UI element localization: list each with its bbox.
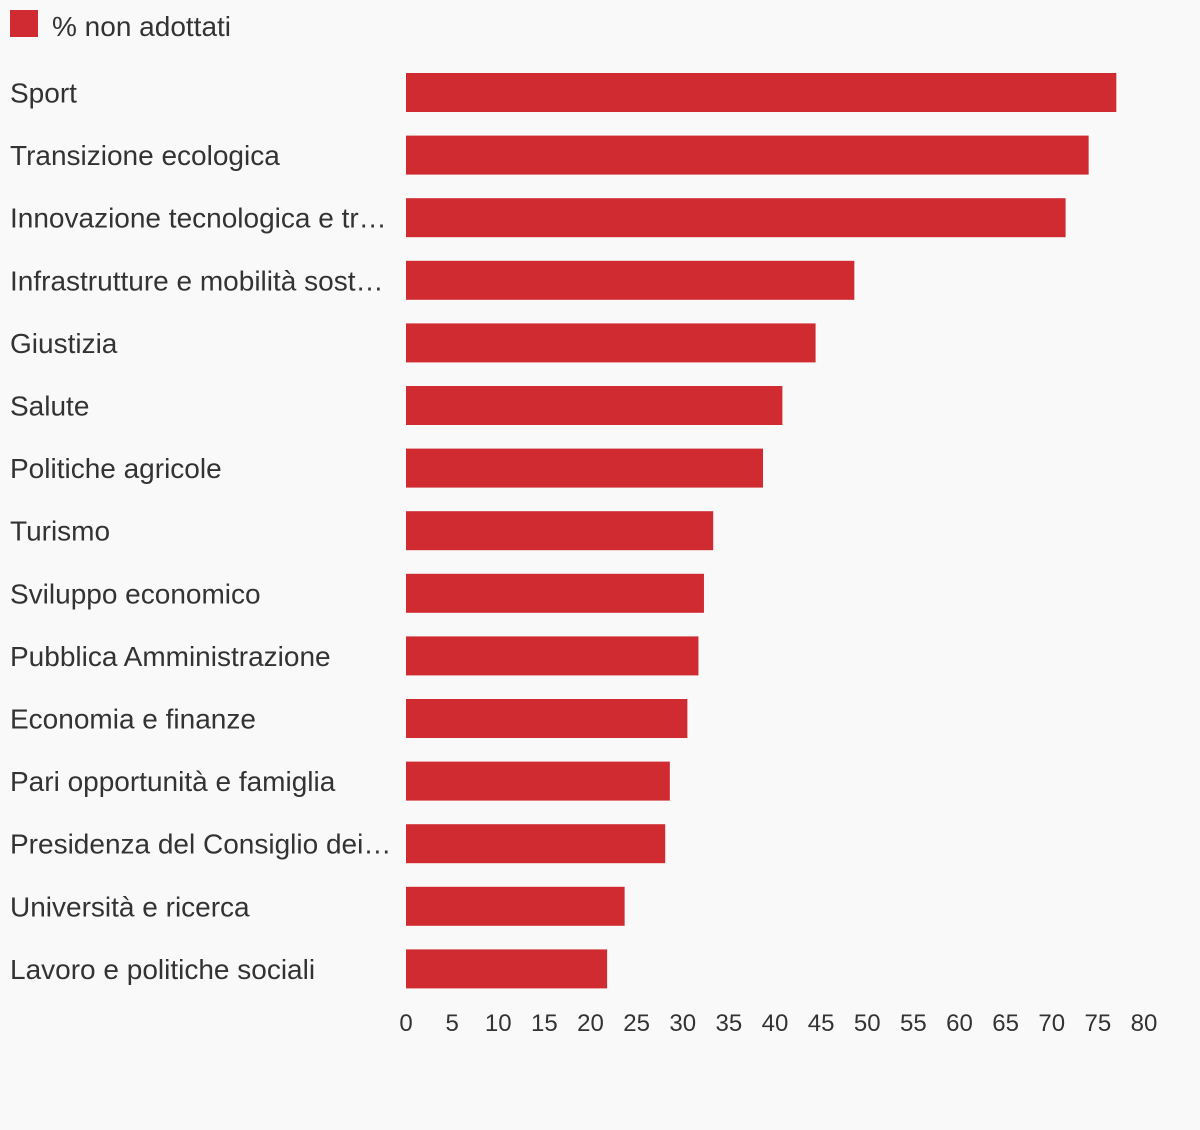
category-label: Pari opportunità e famiglia xyxy=(10,766,336,797)
category-label: Pubblica Amministrazione xyxy=(10,641,331,672)
legend-label: % non adottati xyxy=(52,11,231,42)
x-axis: 0 5 10 15 20 25 30 35 40 45 50 55 60 65 70 75 80 xyxy=(399,1010,1157,1037)
bar xyxy=(406,323,816,363)
bar xyxy=(406,949,608,989)
x-tick-label: 10 xyxy=(485,1010,512,1037)
category-label: Università e ricerca xyxy=(10,891,250,922)
x-tick-label: 20 xyxy=(577,1010,604,1037)
x-tick-label: 30 xyxy=(669,1010,696,1037)
x-tick-label: 65 xyxy=(992,1010,1019,1037)
bar xyxy=(406,761,670,801)
category-label: Transizione ecologica xyxy=(10,140,280,171)
x-tick-label: 75 xyxy=(1085,1010,1112,1037)
x-tick-label: 60 xyxy=(946,1010,973,1037)
bars xyxy=(406,73,1117,989)
category-label: Infrastrutture e mobilità sost… xyxy=(10,265,383,296)
bar xyxy=(406,448,764,488)
category-label: Giustizia xyxy=(10,328,118,359)
x-tick-label: 40 xyxy=(762,1010,789,1037)
category-label: Salute xyxy=(10,391,89,422)
category-label: Lavoro e politiche sociali xyxy=(10,954,315,985)
bar xyxy=(406,636,699,676)
bar xyxy=(406,260,855,300)
category-labels: Sport Transizione ecologica Innovazione te… xyxy=(10,78,391,985)
category-label: Presidenza del Consiglio dei… xyxy=(10,829,391,860)
category-label: Sviluppo economico xyxy=(10,578,261,609)
bar xyxy=(406,824,666,864)
x-tick-label: 25 xyxy=(623,1010,650,1037)
bar xyxy=(406,386,783,425)
x-tick-label: 45 xyxy=(808,1010,835,1037)
x-tick-label: 50 xyxy=(854,1010,881,1037)
bar xyxy=(406,699,688,738)
bar xyxy=(406,573,704,613)
bar xyxy=(406,73,1117,112)
bar xyxy=(406,198,1066,238)
x-tick-label: 15 xyxy=(531,1010,558,1037)
x-tick-label: 70 xyxy=(1038,1010,1065,1037)
x-tick-label: 55 xyxy=(900,1010,927,1037)
x-tick-label: 0 xyxy=(399,1010,412,1037)
category-label: Sport xyxy=(10,78,77,109)
x-tick-label: 35 xyxy=(716,1010,743,1037)
legend-swatch xyxy=(10,10,38,37)
category-label: Innovazione tecnologica e tr… xyxy=(10,203,387,234)
category-label: Turismo xyxy=(10,516,110,547)
bar xyxy=(406,135,1089,175)
x-tick-label: 5 xyxy=(445,1010,458,1037)
category-label: Politiche agricole xyxy=(10,453,222,484)
category-label: Economia e finanze xyxy=(10,704,256,735)
bar xyxy=(406,511,714,551)
bar xyxy=(406,886,625,926)
x-tick-label: 80 xyxy=(1131,1010,1158,1037)
legend: % non adottati xyxy=(10,10,231,42)
